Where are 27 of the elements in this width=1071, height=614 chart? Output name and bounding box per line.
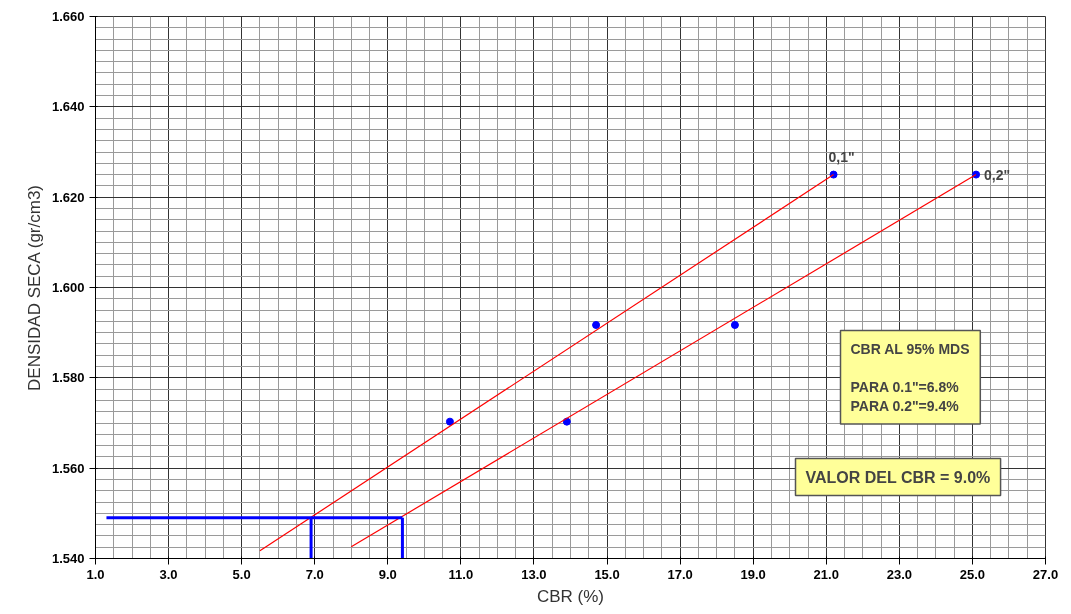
- annotation: 0,1": [828, 148, 855, 165]
- x-tick-label: 7.0: [305, 566, 324, 582]
- x-tick-label: 5.0: [232, 566, 251, 582]
- y-tick-label: 1.560: [51, 460, 85, 476]
- x-tick-label: 25.0: [959, 566, 986, 582]
- x-tick-label: 27.0: [1032, 566, 1059, 582]
- x-axis-title: CBR (%): [536, 586, 605, 606]
- x-tick-label: 3.0: [159, 566, 178, 582]
- x-tick-label: 9.0: [378, 566, 397, 582]
- y-tick-label: 1.620: [51, 189, 85, 205]
- x-tick-label: 21.0: [813, 566, 839, 582]
- y-tick-label: 1.600: [51, 280, 85, 295]
- x-tick-label: 17.0: [667, 566, 693, 582]
- annotation: VALOR DEL CBR = 9.0%: [805, 468, 991, 486]
- text: CBR AL 95% MDS PARA 0.1"=6.8% PARA 0.2"=9.4%: [850, 340, 970, 415]
- x-tick-label: 13.0: [521, 566, 547, 582]
- y-tick-label: 1.660: [51, 9, 85, 24]
- y-axis-title: DENSIDAD SECA (gr/cm3): [24, 184, 44, 391]
- x-tick-label: 23.0: [886, 566, 913, 582]
- y-tick-label: 1.580: [51, 370, 85, 386]
- x-tick-label: 11.0: [448, 566, 474, 582]
- y-tick-label: 1.540: [51, 551, 85, 566]
- x-tick-label: 15.0: [594, 566, 620, 582]
- x-tick-label: 19.0: [740, 566, 766, 582]
- annotation: 0,2": [984, 166, 1011, 183]
- y-tick-label: 1.640: [51, 99, 85, 115]
- x-tick-label: 1.0: [86, 566, 105, 582]
